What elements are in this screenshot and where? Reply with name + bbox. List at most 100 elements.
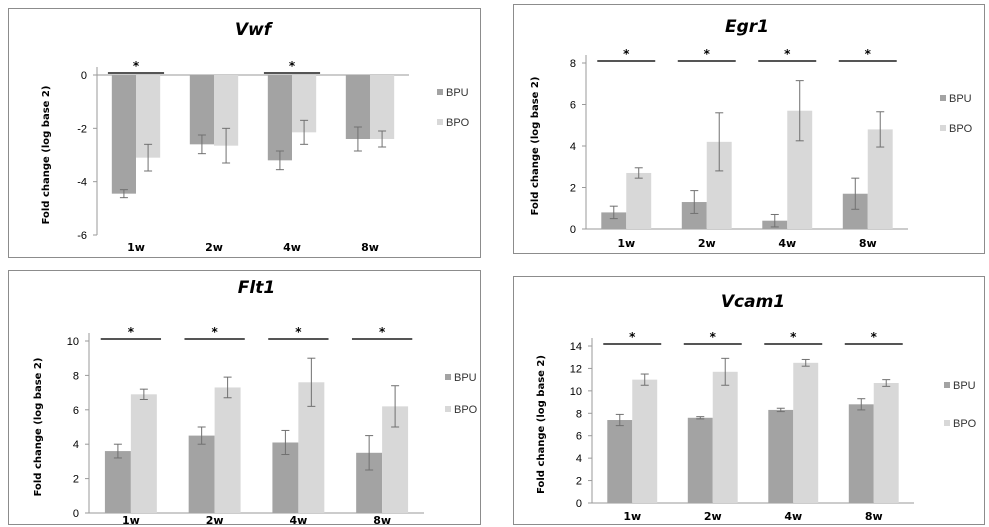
bar-chart-flt1: Flt1 Fold change (log base 2) 0 2 4 6 8 10 1w 2w 4… <box>33 278 478 527</box>
bar-bpu-2w <box>687 417 713 503</box>
legend-label-bpu: BPU <box>953 380 976 392</box>
y-tick-label: -6 <box>77 230 87 242</box>
bar-bpo-1w <box>130 394 157 513</box>
x-tick-label: 8w <box>865 510 883 523</box>
chart-title: Vwf <box>235 20 274 40</box>
y-axis-label: Fold change (log base 2) <box>536 355 547 494</box>
legend-swatch-bpu <box>940 95 946 101</box>
legend-label-bpo: BPO <box>446 117 470 129</box>
significance-star: * <box>211 325 218 339</box>
chart-panel-flt1: Flt1 Fold change (log base 2) 0 2 4 6 8 10 1w 2w 4… <box>8 270 481 527</box>
y-tick-label: 10 <box>570 386 582 398</box>
bar-chart-vcam1: Vcam1 Fold change (log base 2) 0 2 4 6 8 10 12 14… <box>536 292 977 523</box>
y-tick-label: 8 <box>570 58 576 70</box>
x-tick-label: 2w <box>206 514 224 527</box>
bar-bpo-2w <box>712 371 738 503</box>
x-tick-label: 2w <box>205 241 223 254</box>
x-tick-label: 2w <box>704 510 722 523</box>
bar-bpu-8w <box>848 404 874 503</box>
legend-swatch-bpo <box>944 420 950 426</box>
x-tick-label: 8w <box>373 514 391 527</box>
y-tick-label: 0 <box>81 70 87 82</box>
significance-star: * <box>790 330 797 344</box>
y-tick-label: -4 <box>77 177 87 189</box>
bar-bpo-2w <box>214 387 241 513</box>
y-tick-label: 2 <box>73 474 79 486</box>
chart-panel-vcam1: Vcam1 Fold change (log base 2) 0 2 4 6 8 10 12 14… <box>513 276 985 525</box>
x-tick-label: 8w <box>361 241 379 254</box>
bar-bpo-1w <box>632 379 658 503</box>
chart-title: Vcam1 <box>721 292 785 312</box>
legend-label-bpo: BPO <box>454 404 478 416</box>
bar-bpu-2w <box>188 435 215 513</box>
bar-bpo-8w <box>370 75 395 139</box>
bar-chart-egr1: Egr1 Fold change (log base 2) 0 2 4 6 8 1w 2w 4w 8… <box>530 17 973 250</box>
significance-star: * <box>623 47 630 61</box>
legend-swatch-bpo <box>445 406 451 412</box>
bar-bpu-1w <box>607 420 633 503</box>
bar-bpu-1w <box>111 75 136 194</box>
y-tick-label: 8 <box>73 370 79 382</box>
significance-star: * <box>289 59 296 73</box>
x-tick-label: 4w <box>784 510 802 523</box>
bar-bpo-8w <box>873 383 899 503</box>
legend-label-bpu: BPU <box>454 372 477 384</box>
y-tick-label: 2 <box>576 476 582 488</box>
legend-label-bpo: BPO <box>953 418 977 430</box>
legend-swatch-bpo <box>940 125 946 131</box>
legend-label-bpu: BPU <box>446 87 469 99</box>
legend-swatch-bpu <box>944 382 950 388</box>
x-tick-label: 4w <box>289 514 307 527</box>
significance-star: * <box>629 330 636 344</box>
y-axis-label: Fold change (log base 2) <box>33 358 44 497</box>
y-tick-label: 2 <box>570 183 576 195</box>
x-tick-label: 4w <box>778 237 796 250</box>
y-tick-label: 0 <box>73 508 79 520</box>
y-tick-label: 6 <box>576 431 582 443</box>
significance-star: * <box>865 47 872 61</box>
bar-bpo-1w <box>626 172 652 229</box>
legend-swatch-bpu <box>445 374 451 380</box>
legend-label-bpu: BPU <box>949 93 972 105</box>
x-tick-label: 1w <box>127 241 145 254</box>
bar-bpu-4w <box>768 409 794 503</box>
y-tick-label: 6 <box>73 405 79 417</box>
x-tick-label: 1w <box>122 514 140 527</box>
x-tick-label: 1w <box>617 237 635 250</box>
legend-swatch-bpu <box>437 89 443 95</box>
y-tick-label: 4 <box>570 141 576 153</box>
bar-bpu-1w <box>104 451 131 513</box>
y-tick-label: 0 <box>570 224 576 236</box>
chart-panel-egr1: Egr1 Fold change (log base 2) 0 2 4 6 8 1w 2w 4w 8… <box>513 4 985 254</box>
significance-star: * <box>710 330 717 344</box>
significance-star: * <box>379 325 386 339</box>
significance-star: * <box>871 330 878 344</box>
significance-star: * <box>784 47 791 61</box>
y-tick-label: 6 <box>570 100 576 112</box>
y-tick-label: 10 <box>67 336 79 348</box>
y-axis-label: Fold change (log base 2) <box>530 77 541 216</box>
legend-label-bpo: BPO <box>949 123 973 135</box>
chart-title: Flt1 <box>238 278 275 298</box>
x-tick-label: 1w <box>623 510 641 523</box>
y-tick-label: 14 <box>570 341 582 353</box>
bar-bpu-2w <box>189 75 214 145</box>
chart-title: Egr1 <box>725 17 769 37</box>
y-tick-label: 4 <box>73 439 79 451</box>
significance-star: * <box>295 325 302 339</box>
x-tick-label: 2w <box>698 237 716 250</box>
significance-star: * <box>704 47 711 61</box>
y-tick-label: 0 <box>576 498 582 510</box>
bar-chart-vwf: Vwf Fold change (log base 2) 0 -2 -4 -6 1w 2w 4w… <box>41 20 470 254</box>
y-tick-label: 4 <box>576 453 582 465</box>
x-tick-label: 8w <box>859 237 877 250</box>
y-tick-label: 12 <box>570 363 582 375</box>
bar-bpu-1w <box>601 212 627 229</box>
legend-swatch-bpo <box>437 119 443 125</box>
y-tick-label: -2 <box>77 123 87 135</box>
x-tick-label: 4w <box>283 241 301 254</box>
chart-panel-vwf: Vwf Fold change (log base 2) 0 -2 -4 -6 1w 2w 4w… <box>8 8 481 258</box>
bar-bpu-4w <box>267 75 292 161</box>
significance-star: * <box>128 325 135 339</box>
y-tick-label: 8 <box>576 408 582 420</box>
